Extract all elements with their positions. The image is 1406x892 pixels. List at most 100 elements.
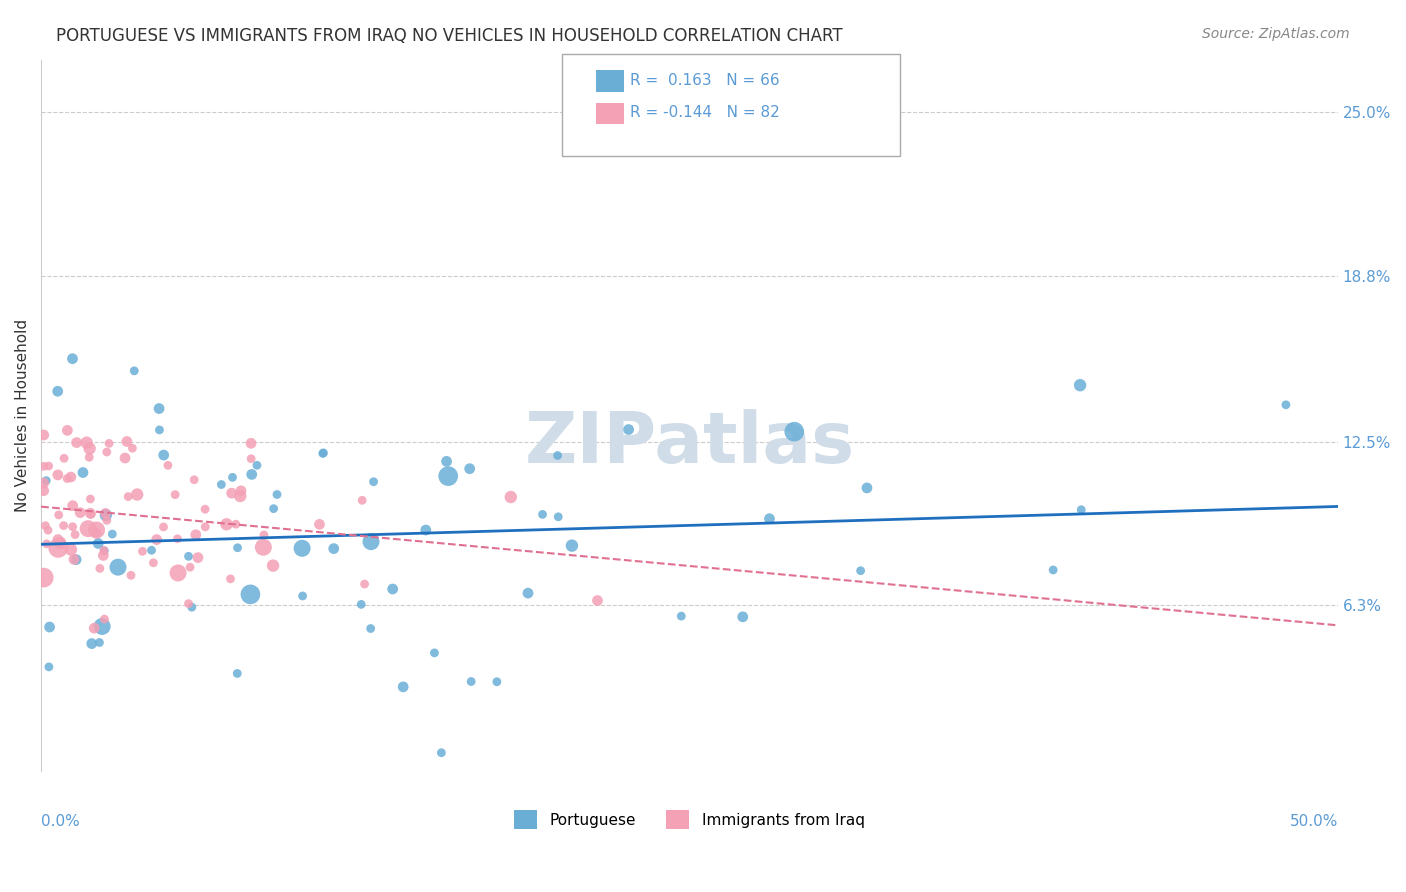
Point	[56, 424, 79, 438]
Point	[38, 458, 60, 473]
Point	[226, 666, 249, 681]
Point	[783, 425, 806, 439]
Point	[32, 459, 55, 474]
Point	[38, 660, 60, 674]
Point	[240, 467, 263, 482]
Point	[53, 451, 76, 466]
Point	[215, 517, 238, 532]
Point	[83, 621, 105, 635]
Point	[93, 543, 115, 558]
Point	[240, 436, 263, 450]
Point	[91, 619, 114, 633]
Point	[148, 423, 170, 437]
Point	[148, 401, 170, 416]
Point	[101, 527, 124, 541]
Point	[117, 490, 139, 504]
Point	[229, 489, 252, 503]
Point	[98, 436, 121, 450]
Point	[84, 526, 107, 541]
Point	[152, 520, 174, 534]
Point	[35, 474, 58, 488]
Point	[156, 458, 179, 473]
Point	[167, 566, 190, 580]
Point	[94, 507, 117, 521]
Point	[37, 523, 59, 537]
Point	[246, 458, 269, 473]
Point	[89, 635, 111, 649]
Point	[80, 637, 103, 651]
Text: 50.0%: 50.0%	[1289, 814, 1337, 829]
Point	[89, 561, 111, 575]
Point	[93, 543, 115, 558]
Point	[56, 472, 79, 486]
Point	[38, 620, 60, 634]
Point	[35, 537, 58, 551]
Point	[183, 473, 205, 487]
Point	[194, 502, 217, 516]
Point	[80, 508, 103, 522]
Point	[107, 560, 129, 574]
Point	[120, 568, 142, 582]
Point	[179, 560, 201, 574]
Point	[221, 470, 243, 484]
Point	[66, 435, 89, 450]
Point	[194, 520, 217, 534]
Point	[225, 517, 247, 532]
Point	[46, 384, 69, 399]
Point	[32, 428, 55, 442]
Point	[51, 534, 73, 549]
Point	[219, 572, 242, 586]
Point	[1069, 378, 1091, 392]
Point	[48, 508, 70, 522]
Point	[86, 523, 108, 537]
Point	[531, 508, 554, 522]
Point	[460, 674, 482, 689]
Point	[76, 435, 98, 450]
Point	[415, 523, 437, 537]
Point	[1070, 502, 1092, 516]
Point	[239, 587, 262, 601]
Point	[127, 487, 149, 501]
Point	[121, 441, 143, 455]
Point	[849, 564, 872, 578]
Point	[586, 593, 609, 607]
Point	[360, 622, 382, 636]
Point	[96, 445, 118, 459]
Point	[177, 549, 200, 564]
Point	[731, 610, 754, 624]
Point	[617, 423, 640, 437]
Point	[485, 674, 508, 689]
Point	[124, 364, 146, 378]
Point	[423, 646, 446, 660]
Point	[430, 746, 453, 760]
Point	[291, 589, 314, 603]
Point	[87, 536, 110, 550]
Point	[437, 469, 460, 483]
Point	[360, 534, 382, 549]
Point	[263, 501, 285, 516]
Point	[226, 541, 249, 555]
Point	[253, 528, 276, 542]
Point	[262, 558, 284, 573]
Point	[561, 539, 583, 553]
Point	[350, 598, 373, 612]
Point	[363, 475, 385, 489]
Point	[252, 540, 274, 554]
Point	[209, 477, 232, 491]
Point	[517, 586, 540, 600]
Point	[32, 571, 55, 585]
Point	[187, 550, 209, 565]
Point	[115, 434, 138, 449]
Point	[72, 466, 94, 480]
Y-axis label: No Vehicles in Household: No Vehicles in Household	[15, 319, 30, 512]
Point	[145, 533, 167, 547]
Point	[46, 533, 69, 547]
Point	[93, 612, 115, 626]
Point	[59, 470, 82, 484]
Point	[32, 475, 55, 490]
Point	[79, 506, 101, 520]
Point	[46, 541, 69, 555]
Point	[547, 509, 569, 524]
Point	[49, 536, 72, 550]
Text: 0.0%: 0.0%	[41, 814, 80, 829]
